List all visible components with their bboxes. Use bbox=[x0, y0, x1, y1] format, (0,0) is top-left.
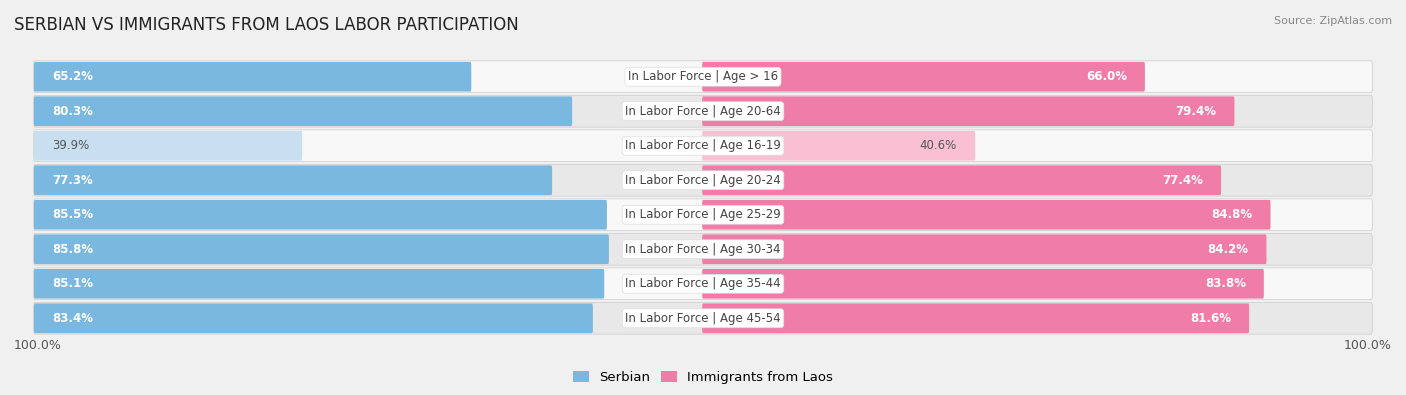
Text: SERBIAN VS IMMIGRANTS FROM LAOS LABOR PARTICIPATION: SERBIAN VS IMMIGRANTS FROM LAOS LABOR PA… bbox=[14, 16, 519, 34]
Text: In Labor Force | Age 20-24: In Labor Force | Age 20-24 bbox=[626, 174, 780, 187]
FancyBboxPatch shape bbox=[34, 61, 1372, 92]
FancyBboxPatch shape bbox=[34, 199, 1372, 231]
FancyBboxPatch shape bbox=[34, 269, 605, 299]
Text: 83.8%: 83.8% bbox=[1205, 277, 1246, 290]
Text: 40.6%: 40.6% bbox=[920, 139, 957, 152]
FancyBboxPatch shape bbox=[34, 200, 607, 229]
Text: In Labor Force | Age 16-19: In Labor Force | Age 16-19 bbox=[626, 139, 780, 152]
Text: 80.3%: 80.3% bbox=[52, 105, 93, 118]
Text: 81.6%: 81.6% bbox=[1189, 312, 1232, 325]
Text: 85.5%: 85.5% bbox=[52, 208, 93, 221]
Text: 85.1%: 85.1% bbox=[52, 277, 93, 290]
FancyBboxPatch shape bbox=[702, 269, 1264, 299]
FancyBboxPatch shape bbox=[34, 131, 302, 161]
FancyBboxPatch shape bbox=[34, 303, 593, 333]
FancyBboxPatch shape bbox=[702, 166, 1220, 195]
Text: 39.9%: 39.9% bbox=[52, 139, 89, 152]
FancyBboxPatch shape bbox=[702, 234, 1267, 264]
Text: 84.8%: 84.8% bbox=[1212, 208, 1253, 221]
FancyBboxPatch shape bbox=[702, 62, 1144, 92]
Text: In Labor Force | Age 25-29: In Labor Force | Age 25-29 bbox=[626, 208, 780, 221]
FancyBboxPatch shape bbox=[702, 303, 1249, 333]
FancyBboxPatch shape bbox=[34, 164, 1372, 196]
Text: In Labor Force | Age 45-54: In Labor Force | Age 45-54 bbox=[626, 312, 780, 325]
Text: 85.8%: 85.8% bbox=[52, 243, 93, 256]
FancyBboxPatch shape bbox=[34, 268, 1372, 300]
FancyBboxPatch shape bbox=[34, 95, 1372, 127]
FancyBboxPatch shape bbox=[702, 96, 1234, 126]
Text: Source: ZipAtlas.com: Source: ZipAtlas.com bbox=[1274, 16, 1392, 26]
FancyBboxPatch shape bbox=[34, 233, 1372, 265]
Text: 77.4%: 77.4% bbox=[1163, 174, 1204, 187]
Text: In Labor Force | Age > 16: In Labor Force | Age > 16 bbox=[628, 70, 778, 83]
FancyBboxPatch shape bbox=[34, 62, 471, 92]
Text: 66.0%: 66.0% bbox=[1085, 70, 1126, 83]
FancyBboxPatch shape bbox=[702, 200, 1271, 229]
FancyBboxPatch shape bbox=[34, 234, 609, 264]
Text: In Labor Force | Age 30-34: In Labor Force | Age 30-34 bbox=[626, 243, 780, 256]
Legend: Serbian, Immigrants from Laos: Serbian, Immigrants from Laos bbox=[568, 365, 838, 389]
FancyBboxPatch shape bbox=[34, 303, 1372, 334]
Text: In Labor Force | Age 20-64: In Labor Force | Age 20-64 bbox=[626, 105, 780, 118]
Text: 83.4%: 83.4% bbox=[52, 312, 93, 325]
FancyBboxPatch shape bbox=[34, 130, 1372, 162]
Text: 77.3%: 77.3% bbox=[52, 174, 93, 187]
FancyBboxPatch shape bbox=[34, 96, 572, 126]
Text: 84.2%: 84.2% bbox=[1208, 243, 1249, 256]
Text: 79.4%: 79.4% bbox=[1175, 105, 1216, 118]
FancyBboxPatch shape bbox=[702, 131, 976, 161]
FancyBboxPatch shape bbox=[34, 166, 553, 195]
Text: 100.0%: 100.0% bbox=[14, 339, 62, 352]
Text: 65.2%: 65.2% bbox=[52, 70, 93, 83]
Text: 100.0%: 100.0% bbox=[1344, 339, 1392, 352]
Text: In Labor Force | Age 35-44: In Labor Force | Age 35-44 bbox=[626, 277, 780, 290]
